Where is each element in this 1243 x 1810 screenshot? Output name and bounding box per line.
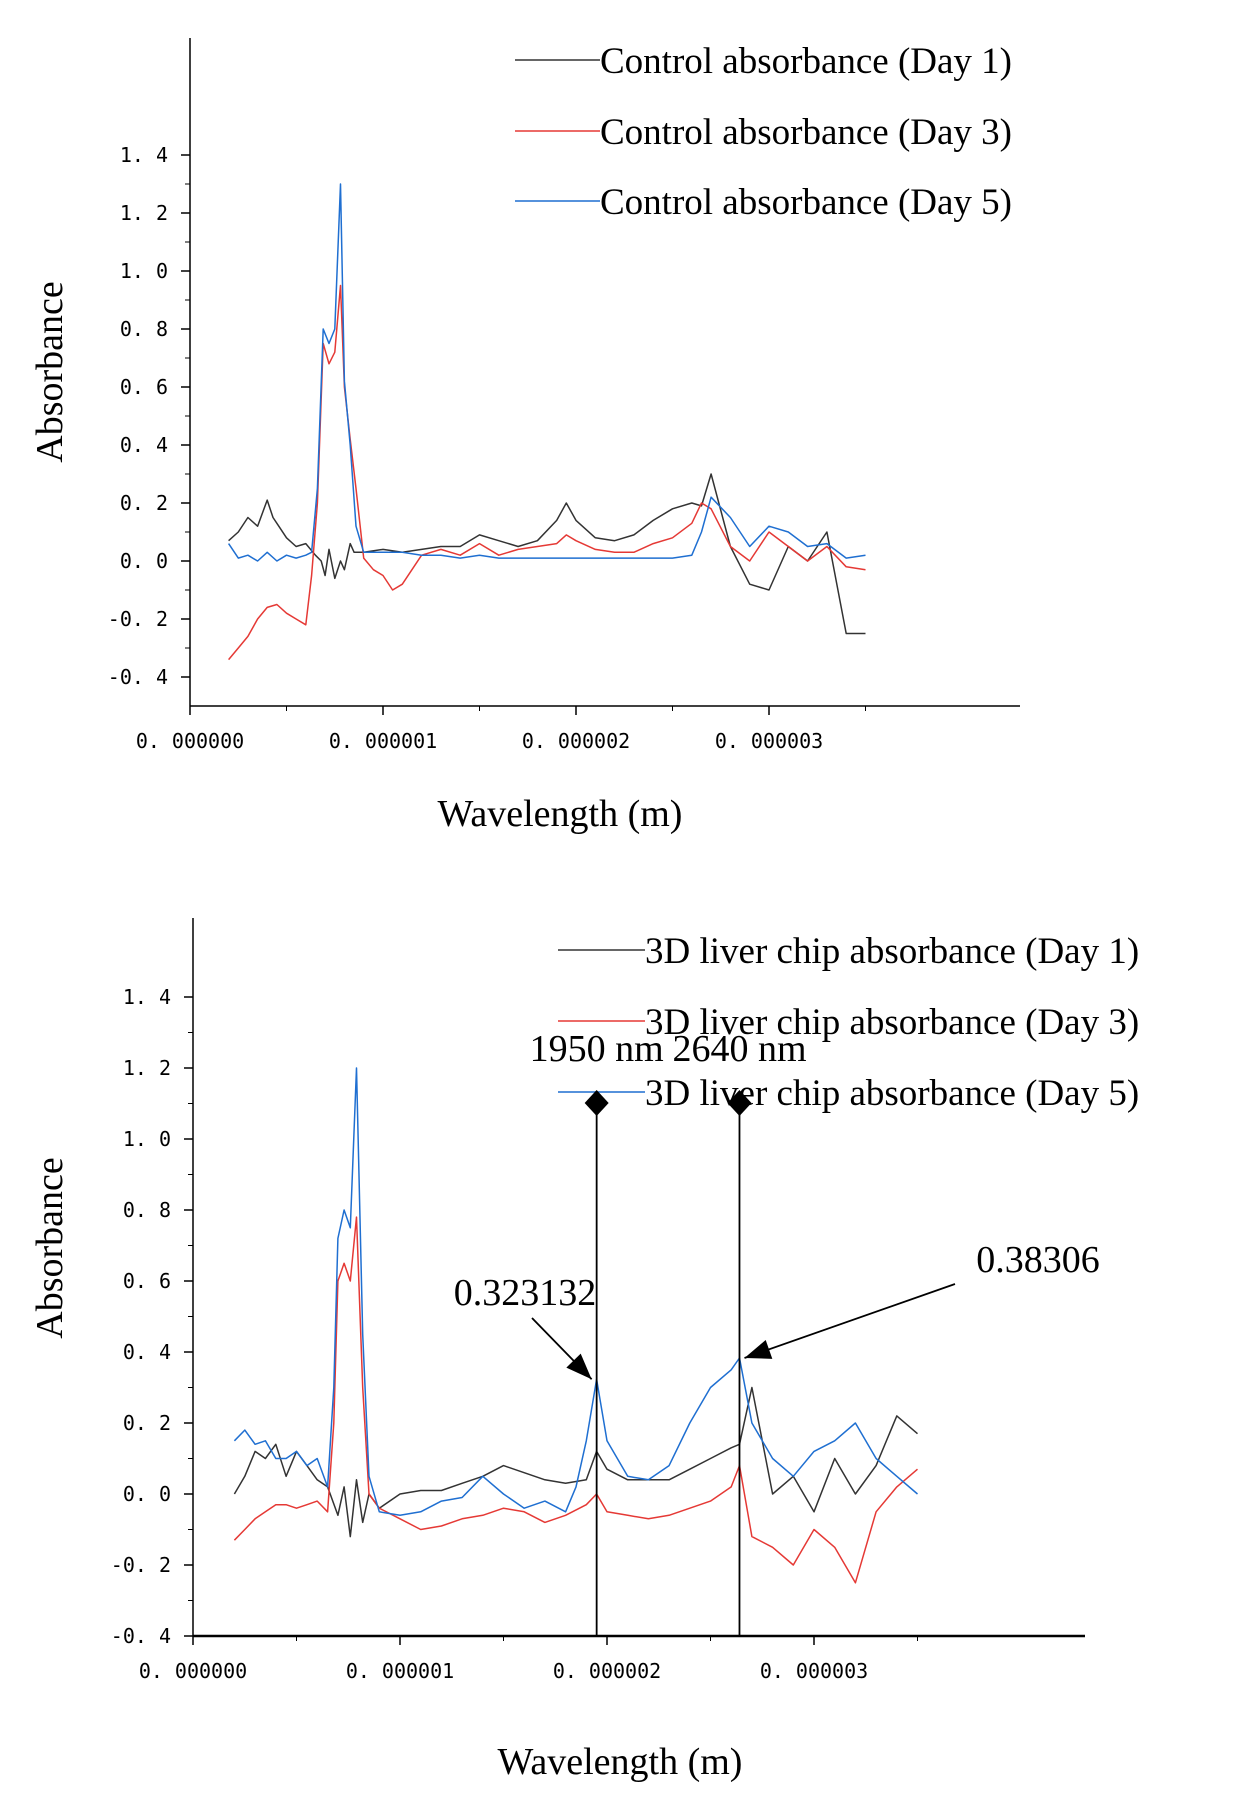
- chart2-legend-label-day5: 3D liver chip absorbance (Day 5): [645, 1073, 1139, 1114]
- chart2-series-day1-line: [233, 1386, 918, 1538]
- chart1-y-tick-label: 1. 2: [120, 201, 168, 225]
- control-absorbance-chart: -0. 4 -0. 2 0. 0 0. 2 0. 4 0. 6 0. 8 1. 0 1. 2 1.…: [29, 38, 1020, 835]
- chart2-y-tick-label: 0. 0: [123, 1482, 171, 1506]
- chart2-y-tick-label: 1. 4: [123, 985, 171, 1009]
- chart1-series-day1-line: [228, 473, 866, 635]
- chart1-y-tick-label: 1. 4: [120, 143, 168, 167]
- chart2-x-label: Wavelength (m): [498, 1741, 743, 1783]
- chart1-x-tick-label: 0. 000001: [329, 729, 437, 753]
- chart1-y-tick-label: 0. 4: [120, 433, 168, 457]
- chart2-series-day3-line: [233, 1216, 918, 1584]
- annotation-arrow: [744, 1283, 956, 1359]
- chart1-y-label: Absorbance: [29, 281, 71, 462]
- chart1-series-day3-line: [228, 284, 866, 661]
- annotation-arrowhead: [744, 1339, 773, 1359]
- annotation-wavelength-label: 1950 nm: [530, 1028, 664, 1070]
- annotation-value-label: 0.323132: [454, 1272, 597, 1314]
- annotation-diamond-marker: [727, 1090, 752, 1116]
- chart2-y-tick-label: 0. 8: [123, 1198, 171, 1222]
- annotation-wavelength-label: 2640 nm: [672, 1028, 806, 1070]
- annotation-diamond-marker: [584, 1090, 609, 1116]
- chart2-legend-label-day1: 3D liver chip absorbance (Day 1): [645, 931, 1139, 972]
- chart1-y-tick-label: 0. 2: [120, 491, 168, 515]
- chart1-x-label: Wavelength (m): [438, 793, 683, 835]
- chart1-x-tick-label: 0. 000003: [715, 729, 823, 753]
- chart1-y-tick-label: -0. 4: [108, 665, 168, 689]
- chart2-x-tick-label: 0. 000003: [760, 1659, 868, 1683]
- chart2-x-tick-label: 0. 000001: [346, 1659, 454, 1683]
- chart1-series-day5-line: [227, 183, 866, 562]
- chart1-legend: Control absorbance (Day 1) Control absor…: [515, 41, 1012, 223]
- chart1-x-tick-label: 0. 000000: [136, 729, 244, 753]
- chart2-y-tick-label: 0. 6: [123, 1269, 171, 1293]
- chart2-y-tick-label: 0. 4: [123, 1340, 171, 1364]
- chart2-y-tick-label: -0. 2: [111, 1553, 171, 1577]
- chart2-y-tick-label: -0. 4: [111, 1624, 171, 1648]
- chart2-y-tick-label: 1. 2: [123, 1056, 171, 1080]
- chart1-x-tick-label: 0. 000002: [522, 729, 630, 753]
- chart2-y-label: Absorbance: [29, 1157, 71, 1338]
- chart2-series-day5-line: [233, 1067, 918, 1517]
- chart2-x-tick-label: 0. 000002: [553, 1659, 661, 1683]
- chart1-y-tick-label: 0. 6: [120, 375, 168, 399]
- chart1-legend-label-day5: Control absorbance (Day 5): [600, 182, 1012, 223]
- liver-chip-absorbance-chart: -0. 4 -0. 2 0. 0 0. 2 0. 4 0. 6 0. 8 1. 0 1. 2 1.…: [29, 918, 1139, 1783]
- chart1-y-tick-label: 0. 0: [120, 549, 168, 573]
- annotation-arrowhead: [566, 1353, 592, 1380]
- chart2-y-tick-label: 1. 0: [123, 1127, 171, 1151]
- chart2-x-tick-label: 0. 000000: [139, 1659, 247, 1683]
- chart2-legend-label-day3: 3D liver chip absorbance (Day 3): [645, 1002, 1139, 1043]
- chart2-y-tick-label: 0. 2: [123, 1411, 171, 1435]
- chart1-y-tick-label: -0. 2: [108, 607, 168, 631]
- chart1-y-tick-label: 1. 0: [120, 259, 168, 283]
- chart1-legend-label-day1: Control absorbance (Day 1): [600, 41, 1012, 82]
- chart1-y-tick-label: 0. 8: [120, 317, 168, 341]
- chart1-legend-label-day3: Control absorbance (Day 3): [600, 112, 1012, 153]
- annotation-value-label: 0.38306: [976, 1239, 1100, 1281]
- chart2-legend: 3D liver chip absorbance (Day 1) 3D live…: [558, 931, 1139, 1114]
